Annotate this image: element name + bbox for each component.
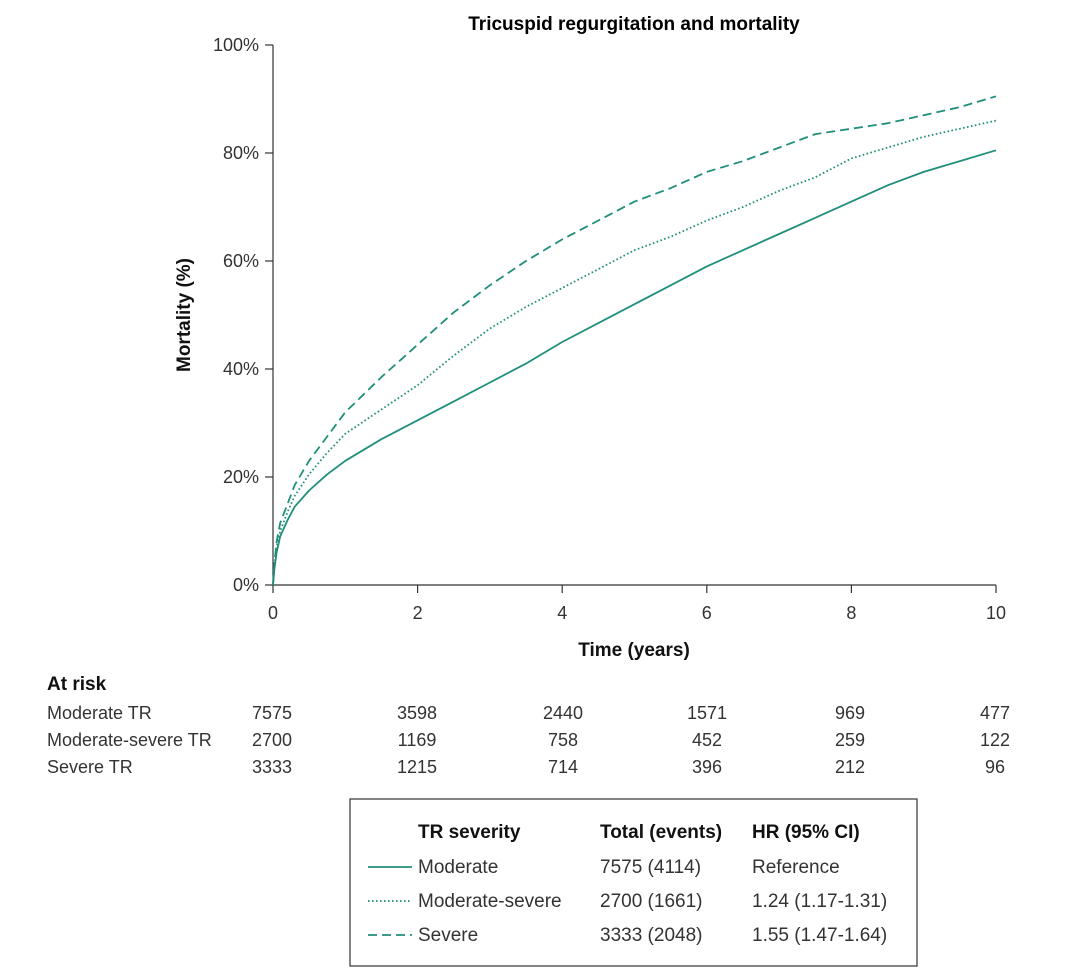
y-axis-label: Mortality (%) — [174, 258, 195, 372]
legend-hr: 1.55 (1.47-1.64) — [752, 925, 887, 946]
at-risk-value: 1215 — [397, 757, 437, 777]
y-tick-label: 100% — [213, 35, 259, 55]
plot-area: 0% 20% 40% 60% 80% 100% 0 2 4 6 8 10 — [213, 35, 1006, 623]
at-risk-value: 2700 — [252, 730, 292, 750]
at-risk-value: 714 — [548, 757, 578, 777]
series-line-moderate — [272, 149, 997, 586]
at-risk-value: 122 — [980, 730, 1010, 750]
at-risk-value: 452 — [692, 730, 722, 750]
legend-header-severity: TR severity — [418, 822, 521, 843]
legend-total: 7575 (4114) — [600, 857, 701, 878]
legend-header-total: Total (events) — [600, 822, 722, 843]
y-tick-label: 40% — [223, 359, 259, 379]
at-risk-value: 758 — [548, 730, 578, 750]
at-risk-row-label: Moderate TR — [47, 703, 152, 723]
y-tick-label: 0% — [233, 575, 259, 595]
at-risk-heading: At risk — [47, 674, 107, 695]
at-risk-value: 3598 — [397, 703, 437, 723]
at-risk-value: 259 — [835, 730, 865, 750]
at-risk-value: 477 — [980, 703, 1010, 723]
x-axis-label: Time (years) — [578, 640, 690, 661]
x-tick-label: 4 — [557, 603, 567, 623]
series-line-moderate-severe — [272, 119, 997, 586]
at-risk-value: 96 — [985, 757, 1005, 777]
legend-border — [349, 798, 918, 967]
at-risk-row-label: Severe TR — [47, 757, 133, 777]
chart-title: Tricuspid regurgitation and mortality — [468, 14, 800, 35]
at-risk-value: 7575 — [252, 703, 292, 723]
at-risk-value: 3333 — [252, 757, 292, 777]
x-tick-label: 2 — [413, 603, 423, 623]
x-tick-label: 6 — [702, 603, 712, 623]
series-line-severe — [272, 95, 997, 586]
legend-total: 3333 (2048) — [600, 925, 702, 946]
at-risk-table: At risk Moderate TR 7575 3598 2440 1571 969 47… — [47, 674, 1010, 777]
legend-hr: 1.24 (1.17-1.31) — [752, 891, 887, 912]
legend-label: Moderate — [418, 857, 498, 878]
x-tick-label: 10 — [986, 603, 1006, 623]
at-risk-value: 1571 — [687, 703, 727, 723]
x-tick-label: 0 — [268, 603, 278, 623]
at-risk-row-label: Moderate-severe TR — [47, 730, 212, 750]
at-risk-value: 1169 — [398, 730, 437, 750]
at-risk-value: 396 — [692, 757, 722, 777]
at-risk-value: 2440 — [543, 703, 583, 723]
legend-box: TR severity Total (events) HR (95% CI) M… — [349, 798, 918, 967]
at-risk-value: 212 — [835, 757, 865, 777]
y-tick-label: 20% — [223, 467, 259, 487]
x-tick-label: 8 — [846, 603, 856, 623]
y-tick-label: 80% — [223, 143, 259, 163]
legend-label: Severe — [418, 925, 478, 946]
legend-label: Moderate-severe — [418, 891, 562, 912]
legend-total: 2700 (1661) — [600, 891, 702, 912]
y-tick-label: 60% — [223, 251, 259, 271]
legend-header-hr: HR (95% CI) — [752, 822, 860, 843]
legend-hr: Reference — [752, 857, 840, 878]
at-risk-value: 969 — [835, 703, 865, 723]
